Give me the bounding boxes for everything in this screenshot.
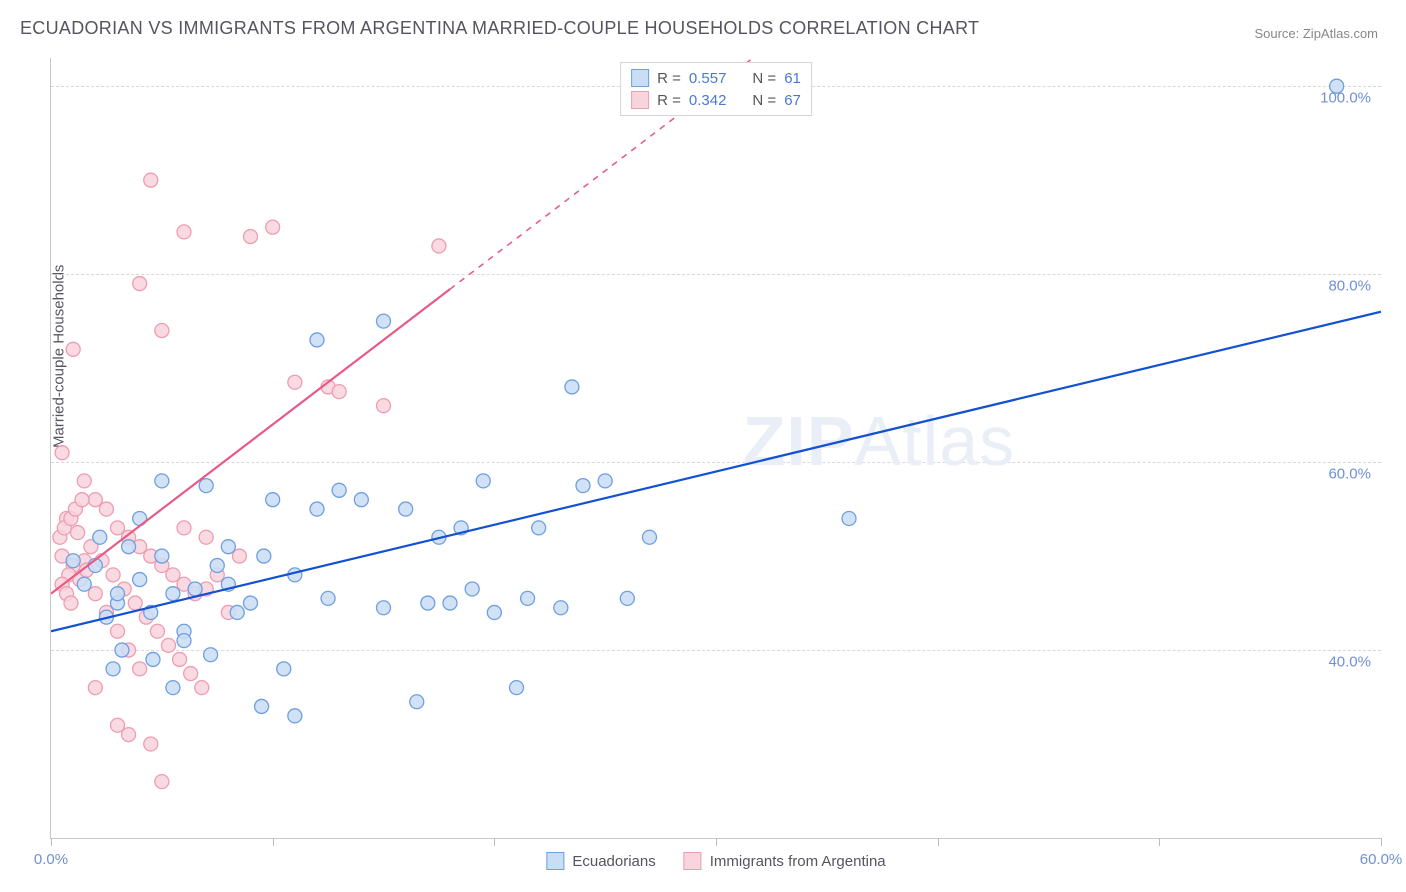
x-tick [1159,838,1160,846]
plot-area: Married-couple Households ZIPAtlas R = 0… [50,58,1381,839]
legend-bottom-label-0: Ecuadorians [572,853,655,870]
chart-title: ECUADORIAN VS IMMIGRANTS FROM ARGENTINA … [20,18,979,39]
legend-stats-row-1: R = 0.342 N = 67 [631,89,801,111]
stat-n-value-0: 61 [784,70,801,87]
legend-swatch-0 [631,69,649,87]
x-tick-label: 0.0% [34,851,68,868]
stat-n-label: N = [752,70,776,87]
trend-line [51,312,1381,632]
stat-n-value-1: 67 [784,92,801,109]
legend-stats-row-0: R = 0.557 N = 61 [631,67,801,89]
legend-bottom-swatch-1 [684,852,702,870]
legend-item-1: Immigrants from Argentina [684,852,886,870]
x-tick [938,838,939,846]
trend-line [51,289,450,593]
stat-r-value-0: 0.557 [689,70,727,87]
legend-series: Ecuadorians Immigrants from Argentina [546,852,885,870]
stat-r-label: R = [657,92,681,109]
stat-n-label: N = [752,92,776,109]
source-attribution: Source: ZipAtlas.com [1254,26,1378,41]
x-tick [716,838,717,846]
legend-bottom-label-1: Immigrants from Argentina [710,853,886,870]
x-tick [1381,838,1382,846]
legend-bottom-swatch-0 [546,852,564,870]
stat-r-label: R = [657,70,681,87]
legend-item-0: Ecuadorians [546,852,655,870]
x-tick [51,838,52,846]
x-tick [494,838,495,846]
stat-r-value-1: 0.342 [689,92,727,109]
trend-lines-layer [51,58,1381,838]
x-tick [273,838,274,846]
legend-swatch-1 [631,91,649,109]
x-tick-label: 60.0% [1360,851,1403,868]
legend-stats: R = 0.557 N = 61 R = 0.342 N = 67 [620,62,812,116]
